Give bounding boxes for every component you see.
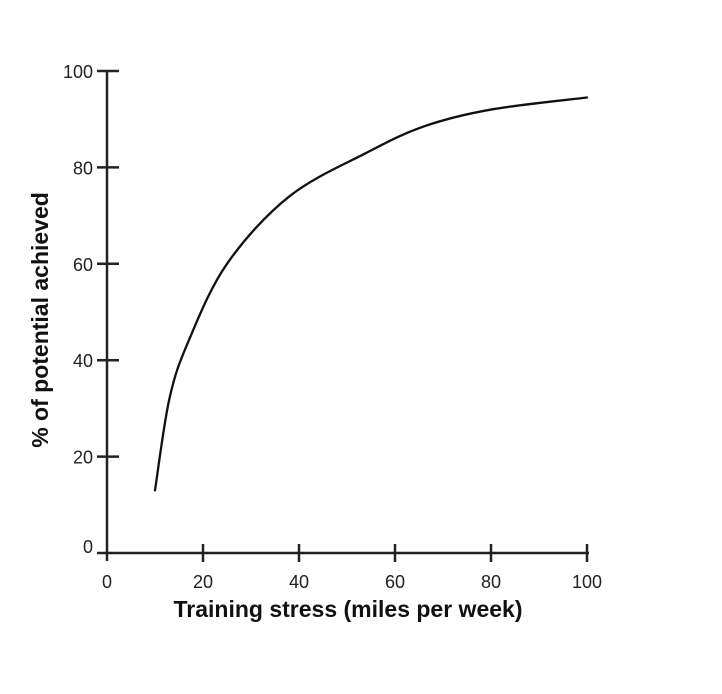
y-tick-label: 0 bbox=[83, 537, 93, 557]
x-tick-label: 60 bbox=[385, 572, 405, 592]
x-axis-title: Training stress (miles per week) bbox=[174, 596, 523, 622]
x-tick-label: 100 bbox=[572, 572, 602, 592]
y-tick-label: 80 bbox=[73, 158, 93, 178]
y-tick-label: 60 bbox=[73, 255, 93, 275]
y-tick-label: 40 bbox=[73, 351, 93, 371]
axes bbox=[97, 71, 589, 561]
y-axis-title: % of potential achieved bbox=[27, 192, 53, 448]
x-tick-label: 0 bbox=[102, 572, 112, 592]
series-line bbox=[153, 96, 589, 492]
y-tick-label: 20 bbox=[73, 448, 93, 468]
x-tick-label: 20 bbox=[193, 572, 213, 592]
y-ticks: 0 20 40 60 80 100 bbox=[63, 62, 119, 557]
y-tick-label: 100 bbox=[63, 62, 93, 82]
x-ticks: 0 20 40 60 80 100 bbox=[102, 544, 602, 592]
x-tick-label: 80 bbox=[481, 572, 501, 592]
series bbox=[153, 96, 589, 492]
x-tick-label: 40 bbox=[289, 572, 309, 592]
